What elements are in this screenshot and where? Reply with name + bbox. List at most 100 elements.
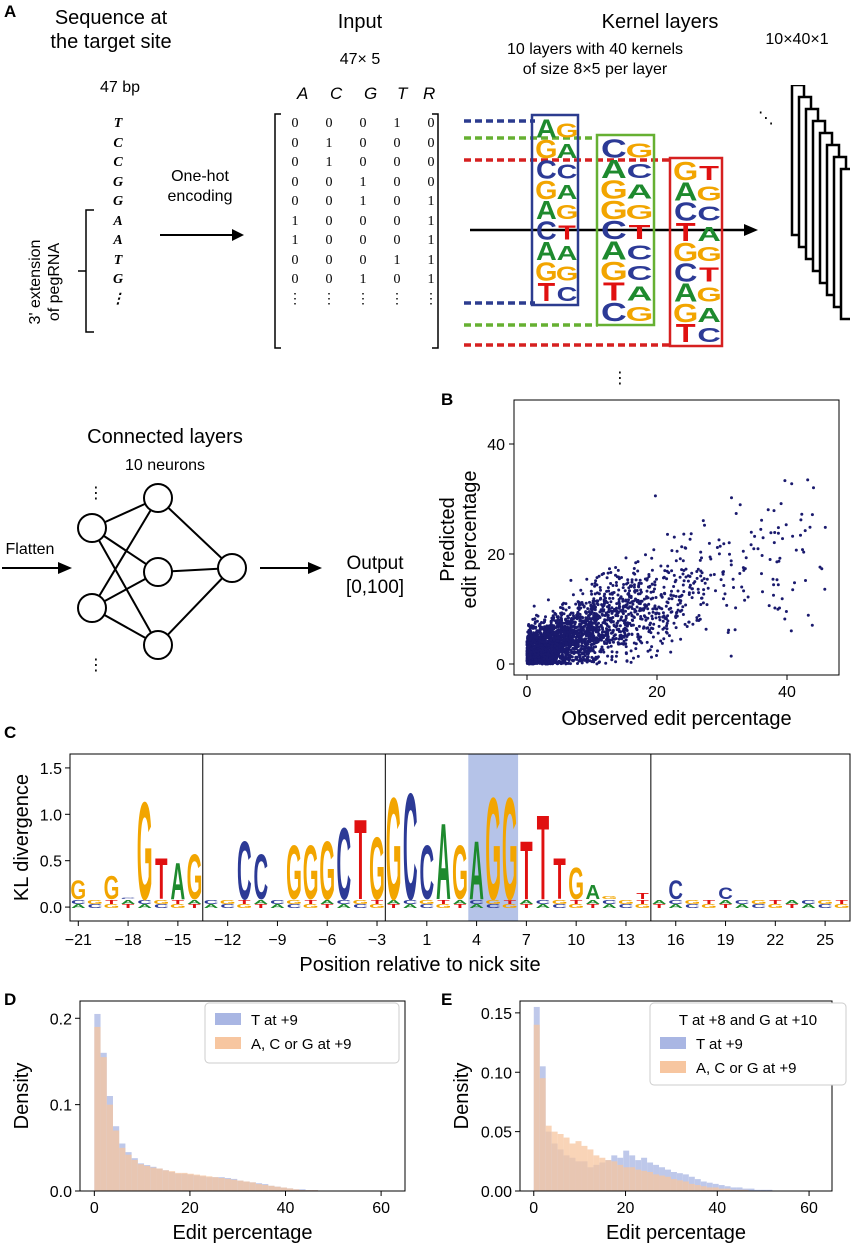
scatter-point (617, 575, 620, 579)
matrix-column-header: G (364, 84, 378, 103)
logo-noise-letter: T (371, 900, 383, 906)
panel-label-b: B (441, 390, 454, 409)
scatter-point (730, 496, 733, 500)
histogram-bar (299, 1189, 306, 1191)
y-tick-label: 0.05 (481, 1125, 512, 1142)
scatter-point (612, 640, 615, 644)
scatter-point (609, 616, 613, 620)
scatter-point (741, 566, 745, 570)
scatter-point (646, 616, 650, 620)
scatter-point (634, 561, 638, 565)
sequence-base: ⋮ (111, 291, 125, 307)
logo-letter: C (718, 884, 733, 903)
logo-noise-letter: C (154, 904, 169, 910)
kernel-logo-letter: T (629, 221, 651, 244)
scatter-point (557, 661, 561, 665)
kernel-frame (530, 113, 580, 307)
scatter-point (676, 589, 680, 593)
scatter-point (628, 601, 632, 605)
logo-noise-letter: C (403, 900, 418, 906)
scatter-point (540, 640, 544, 644)
scatter-point (609, 600, 613, 604)
logo-noise-letter: A (801, 904, 816, 910)
scatter-point (530, 647, 534, 651)
matrix-cell: 1 (325, 135, 333, 151)
scatter-point (649, 631, 653, 635)
scatter-point (608, 596, 612, 600)
histogram-bar (181, 1172, 188, 1191)
histogram-bar (243, 1181, 250, 1191)
scatter-point (802, 550, 806, 554)
kernel-logo-letter: C (627, 160, 653, 183)
x-tick-label: 0 (529, 1200, 538, 1217)
logo-letter: G (70, 875, 86, 905)
scatter-point (727, 628, 731, 632)
kernel-logo-letter: A (536, 195, 557, 225)
logo-noise-letter: T (304, 900, 316, 906)
x-tick-label: 25 (816, 932, 834, 949)
scatter-point (548, 657, 552, 661)
scatter-point (612, 623, 616, 627)
scatter-point (542, 640, 546, 644)
scatter-chart: 0 20 40 0 20 40 Observed edit percentage Predic… (437, 399, 840, 730)
scatter-point (544, 661, 548, 665)
histogram-series (94, 1026, 319, 1191)
matrix-cell: 1 (427, 252, 435, 268)
scatter-point (672, 594, 676, 598)
scatter-point (595, 576, 599, 580)
scatter-point (575, 617, 579, 621)
scatter-point (651, 607, 655, 611)
kernel-title: Kernel layers (601, 11, 719, 33)
y-axis-label: Density (451, 1063, 473, 1130)
kernel-logo-letter: G (535, 175, 557, 205)
scatter-point (707, 541, 711, 545)
kernel-logo-letter: C (601, 297, 627, 326)
logo-noise-letter: C (220, 904, 235, 910)
logo-noise-letter: T (437, 900, 449, 906)
scatter-point (574, 643, 578, 647)
matrix-column-header: R (423, 84, 436, 103)
scatter-point (557, 650, 561, 654)
scatter-point (585, 577, 589, 581)
scatter-point (691, 591, 695, 595)
histogram-bar (212, 1177, 219, 1191)
x-tick-label: 60 (372, 1200, 390, 1217)
scatter-point (534, 660, 538, 663)
scatter-point (794, 548, 798, 552)
scatter-point (709, 557, 713, 561)
scatter-point (687, 593, 691, 596)
kernel-logo-letter: G (696, 182, 721, 205)
scatter-point (564, 641, 568, 645)
scatter-point (624, 599, 627, 603)
scatter-point (670, 569, 674, 573)
scatter-point (563, 656, 567, 659)
scatter-point (591, 631, 595, 635)
logo-noise-letter: G (618, 900, 634, 906)
kernel-logo-letter: G (626, 303, 654, 326)
scatter-point (610, 650, 614, 654)
input-node-2 (77, 593, 107, 623)
histogram-bar (647, 1172, 654, 1191)
histogram-bar (545, 1125, 552, 1191)
histogram-bar (237, 1180, 244, 1191)
scatter-point (645, 589, 649, 593)
scatter-point (672, 535, 676, 539)
scatter-point (624, 638, 628, 642)
scatter-point (651, 610, 655, 614)
y-tick-label: 1.0 (40, 807, 62, 824)
scatter-point (588, 611, 592, 615)
scatter-point (593, 608, 597, 612)
scatter-point (606, 645, 610, 649)
kernel-logo-letter: A (557, 140, 578, 163)
y-tick-label: 20 (487, 547, 505, 564)
scatter-point (632, 585, 636, 589)
scatter-point (664, 630, 668, 634)
logo-letter: G (386, 769, 402, 931)
scatter-point (639, 617, 643, 621)
x-tick-label: −9 (268, 932, 286, 949)
matrix-cell: ⋮ (322, 291, 336, 307)
scatter-point (760, 572, 763, 576)
logo-noise-letter: C (751, 904, 766, 910)
scatter-point (665, 569, 669, 573)
